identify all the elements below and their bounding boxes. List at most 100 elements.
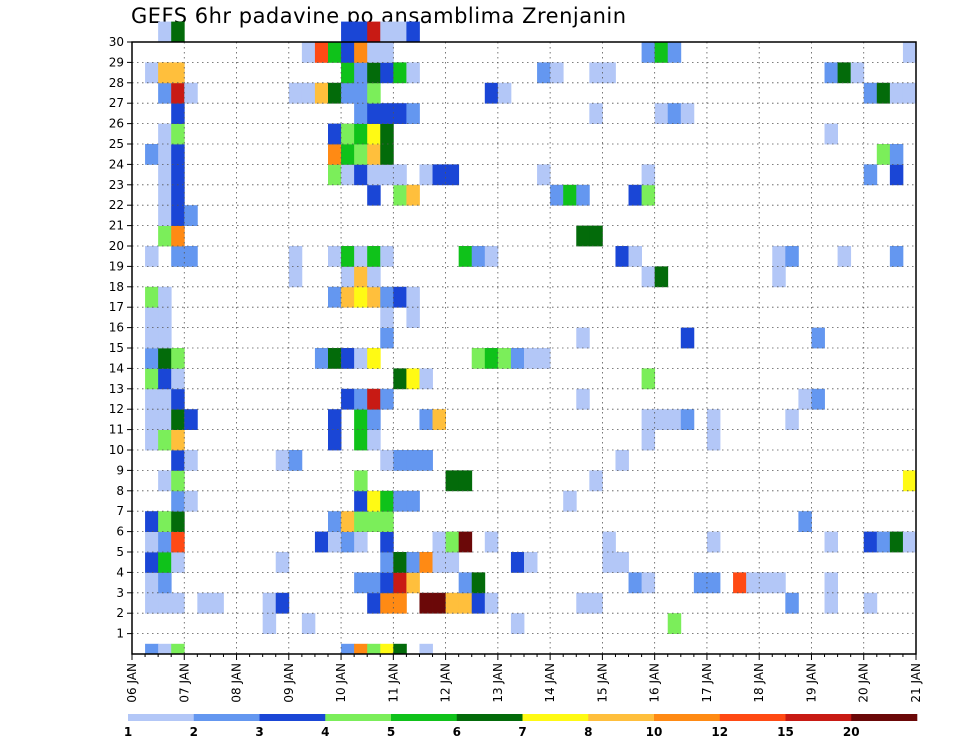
heatmap-cell: [393, 103, 407, 124]
heatmap-cell: [354, 246, 368, 267]
heatmap-cell: [288, 82, 303, 104]
heatmap-cell: [328, 531, 342, 553]
heatmap-cell: [301, 82, 316, 104]
heatmap-cell: [576, 388, 590, 410]
heatmap-cell: [158, 531, 172, 553]
heatmap-cell: [354, 286, 368, 308]
heatmap-cell: [171, 470, 185, 492]
heatmap-cell: [367, 409, 381, 430]
heatmap-cell: [380, 531, 394, 553]
grid-lines: [132, 42, 916, 654]
heatmap-cell: [354, 470, 368, 492]
heatmap-cell: [171, 450, 185, 471]
heatmap-cell: [393, 592, 407, 614]
heatmap-cell: [393, 450, 407, 471]
heatmap-cell: [876, 531, 891, 553]
heatmap-cell: [171, 82, 185, 104]
heatmap-cell: [550, 184, 564, 206]
heatmap-cell: [354, 511, 368, 532]
heatmap-cell: [524, 552, 538, 573]
heatmap-cell: [667, 613, 682, 634]
heatmap-cell: [811, 327, 825, 349]
y-tick-label: 22: [109, 198, 124, 212]
heatmap-cell: [680, 327, 695, 349]
heatmap-cell: [445, 531, 460, 553]
heatmap-cell: [576, 225, 590, 247]
x-tick-label: 17 JAN: [700, 663, 714, 703]
heatmap-cell: [628, 184, 642, 206]
heatmap-cell: [367, 348, 381, 369]
y-tick-label: 6: [116, 525, 124, 539]
heatmap-cell: [524, 348, 538, 369]
heatmap-cell: [367, 42, 381, 63]
heatmap-cell: [328, 348, 342, 369]
heatmap-cell: [367, 123, 381, 145]
y-tick-label: 1: [116, 627, 124, 641]
heatmap-cell: [341, 643, 355, 655]
heatmap-cell: [393, 572, 407, 594]
y-tick-label: 16: [109, 321, 124, 335]
heatmap-cell: [171, 388, 185, 410]
heatmap-cell: [145, 531, 159, 553]
heatmap-cell: [171, 103, 185, 124]
y-tick-label: 24: [109, 157, 124, 171]
heatmap-cell: [354, 82, 368, 104]
heatmap-cell: [602, 552, 616, 573]
heatmap-cell: [367, 572, 381, 594]
colorbar-swatch: [259, 714, 326, 721]
heatmap-cell: [314, 531, 329, 553]
heatmap-cell: [406, 184, 420, 206]
heatmap-cell: [876, 144, 891, 165]
heatmap-cell: [576, 327, 590, 349]
heatmap-cell: [314, 348, 329, 369]
heatmap-cell: [158, 348, 172, 369]
x-tick-label: 21 JAN: [909, 663, 923, 703]
heatmap-cell: [589, 225, 603, 247]
heatmap-cell: [158, 368, 172, 390]
heatmap-cell: [354, 21, 368, 43]
heatmap-cell: [772, 572, 786, 594]
colorbar-swatch: [785, 714, 852, 721]
heatmap-cell: [354, 490, 368, 512]
heatmap-cell: [380, 327, 394, 349]
heatmap-cell: [706, 531, 721, 553]
heatmap-cell: [824, 62, 838, 84]
x-tick-label: 15 JAN: [595, 663, 609, 703]
heatmap-cell: [471, 572, 486, 594]
heatmap-cell: [367, 164, 381, 186]
heatmap-cell: [889, 144, 904, 165]
heatmap-cell: [145, 246, 159, 267]
x-tick-label: 16 JAN: [648, 663, 662, 703]
heatmap-cell: [341, 21, 355, 43]
heatmap-cell: [628, 572, 642, 594]
heatmap-cell: [393, 62, 407, 84]
heatmap-cell: [262, 613, 277, 634]
heatmap-cell: [367, 490, 381, 512]
heatmap-cell: [158, 62, 172, 84]
colorbar-swatch: [325, 714, 392, 721]
heatmap-cell: [432, 531, 446, 553]
heatmap-cell: [706, 572, 721, 594]
heatmap-cell: [328, 246, 342, 267]
heatmap-cell: [197, 592, 211, 614]
heatmap-cell: [406, 286, 420, 308]
heatmap-cell: [380, 21, 394, 43]
heatmap-cell: [380, 592, 394, 614]
heatmap-cell: [328, 164, 342, 186]
heatmap-cell: [288, 450, 303, 471]
heatmap-cell: [171, 368, 185, 390]
heatmap-cell: [406, 103, 420, 124]
y-tick-label: 9: [116, 463, 124, 477]
heatmap-cell: [262, 592, 277, 614]
heatmap-cell: [798, 511, 812, 532]
heatmap-cell: [693, 572, 708, 594]
colorbar-swatch: [128, 714, 195, 721]
heatmap-cell: [654, 42, 669, 63]
heatmap-cell: [537, 164, 551, 186]
heatmap-cell: [654, 266, 669, 288]
heatmap-cell: [641, 368, 656, 390]
heatmap-cell: [354, 62, 368, 84]
heatmap-cell: [341, 164, 355, 186]
heatmap-cell: [785, 246, 799, 267]
